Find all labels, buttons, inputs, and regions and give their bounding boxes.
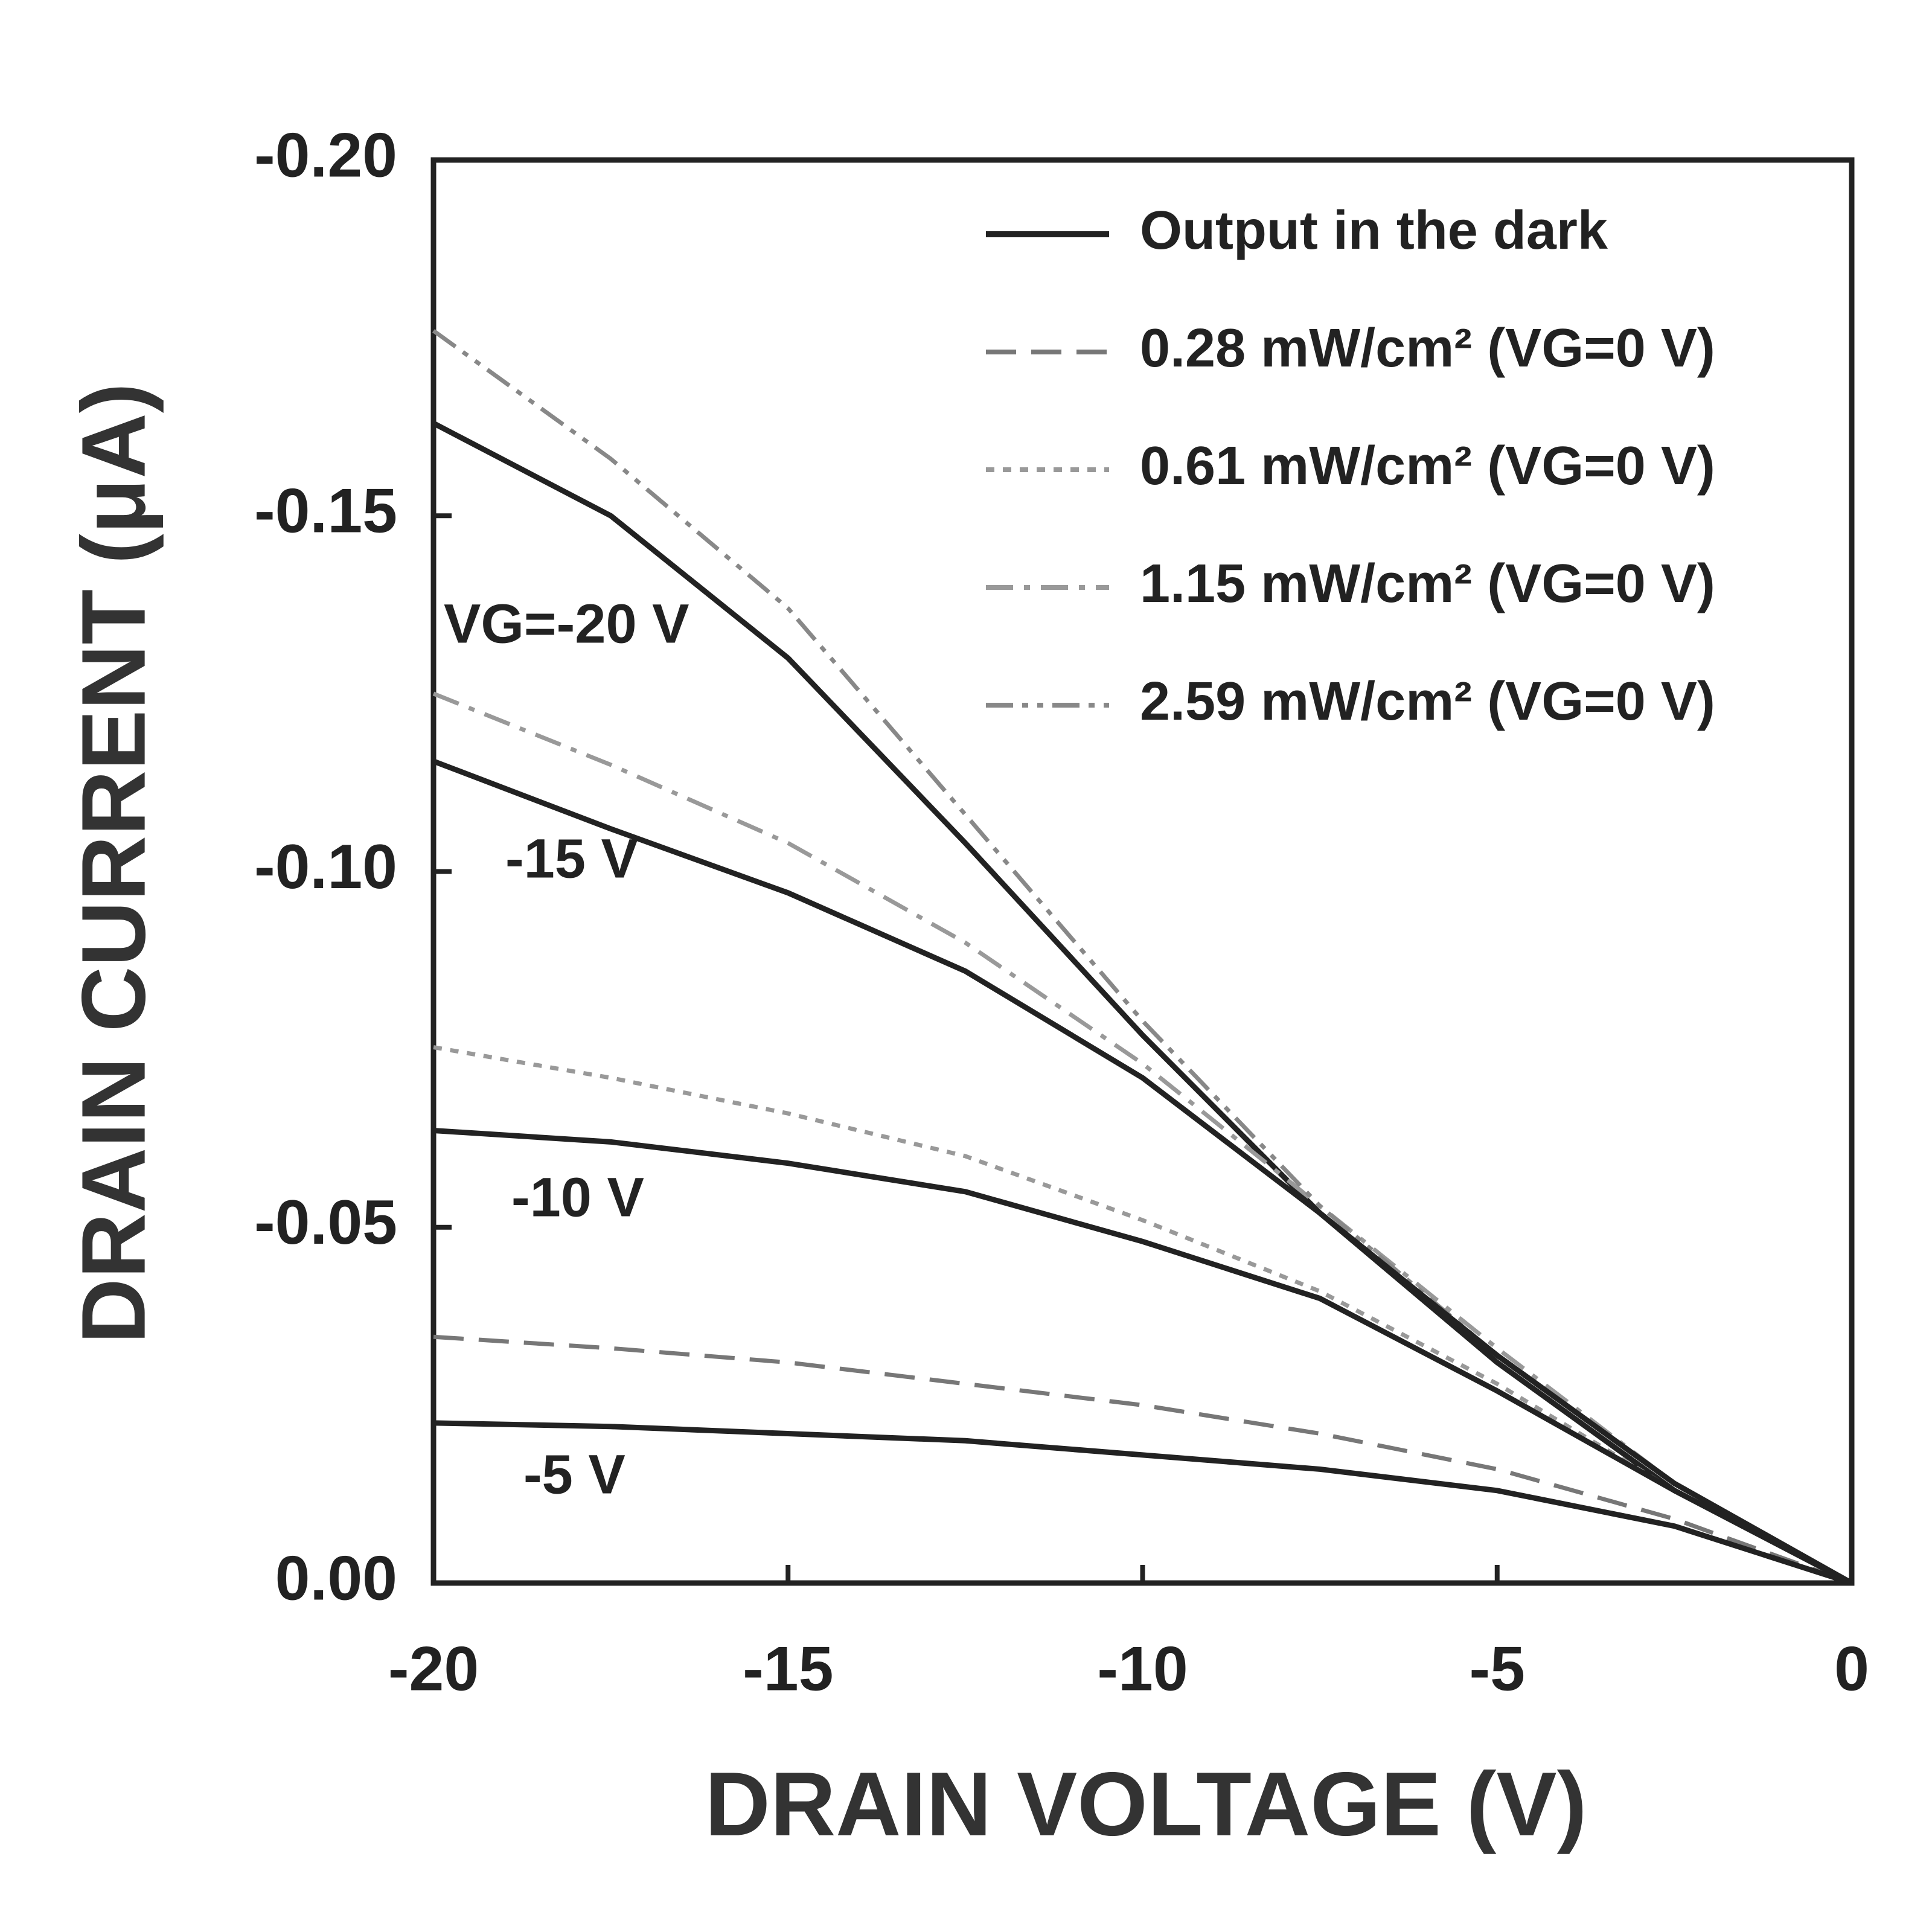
- y-tick-label: -0.20: [254, 120, 397, 190]
- y-tick-label: 0.00: [275, 1543, 397, 1613]
- x-axis-title: DRAIN VOLTAGE (V): [705, 1753, 1587, 1855]
- legend-label: 0.61 mW/cm² (VG=0 V): [1140, 436, 1715, 496]
- data-line: [432, 421, 1854, 1585]
- data-line: [432, 691, 1853, 1585]
- curve-annotation: -5 V: [523, 1444, 625, 1505]
- x-tick-label: -15: [743, 1634, 833, 1704]
- x-tick-label: -20: [388, 1634, 479, 1704]
- curve-annotation: VG=-20 V: [444, 593, 689, 654]
- legend-label: 1.15 mW/cm² (VG=0 V): [1140, 554, 1715, 614]
- y-tick-label: -0.15: [254, 476, 397, 546]
- curve-annotation: -10 V: [511, 1166, 644, 1228]
- y-axis-title: DRAIN CURRENT (μA): [63, 383, 164, 1344]
- legend-label: 0.28 mW/cm² (VG=0 V): [1140, 318, 1715, 379]
- data-line: [432, 329, 1853, 1585]
- data-line: [433, 1420, 1853, 1586]
- data-line: [433, 1127, 1854, 1585]
- x-tick-label: 0: [1834, 1634, 1869, 1704]
- data-line: [433, 1334, 1853, 1585]
- legend-label: 2.59 mW/cm² (VG=0 V): [1140, 671, 1715, 732]
- x-tick-label: -10: [1097, 1634, 1188, 1704]
- x-tick-label: -5: [1470, 1634, 1525, 1704]
- data-line: [433, 1045, 1853, 1585]
- legend-label: Output in the dark: [1140, 200, 1608, 261]
- y-tick-label: -0.05: [254, 1188, 397, 1258]
- y-tick-label: -0.10: [254, 832, 397, 902]
- curve-annotation: -15 V: [505, 828, 638, 889]
- data-line: [432, 758, 1854, 1585]
